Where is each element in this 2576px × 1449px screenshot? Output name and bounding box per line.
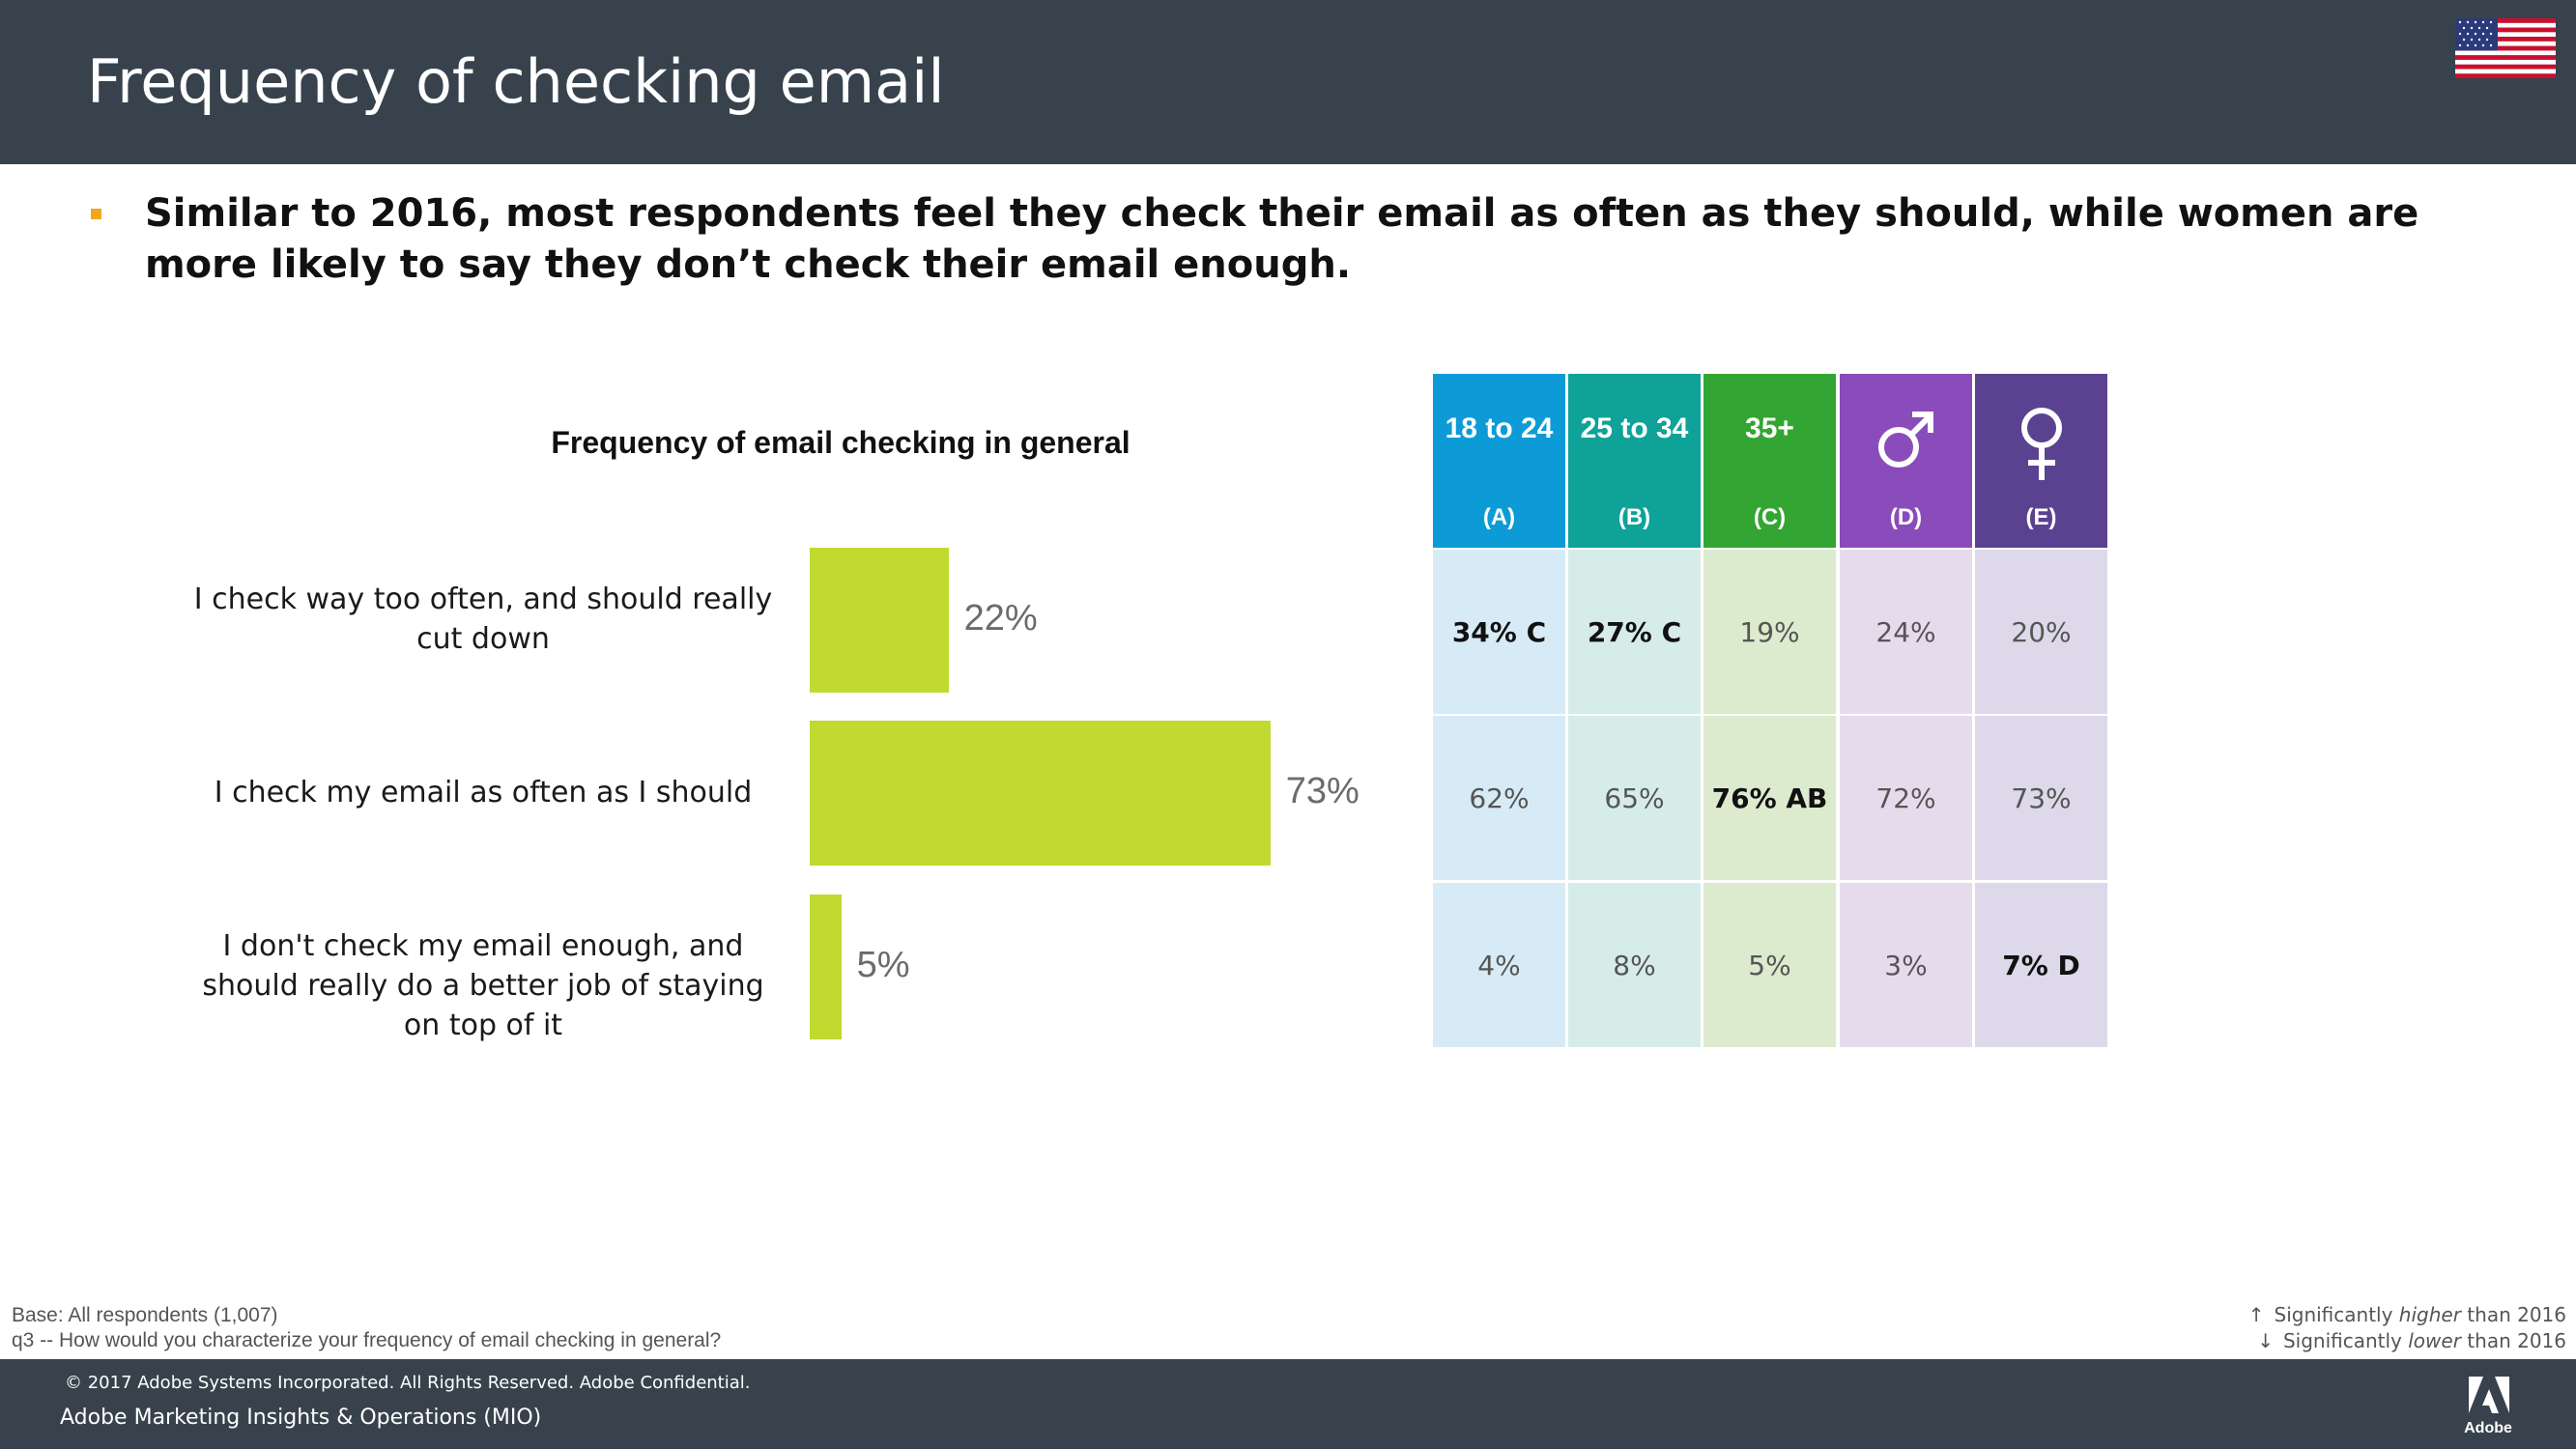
legend-emphasis: higher [2398, 1303, 2461, 1326]
up-arrow-icon: ↑ [2247, 1303, 2265, 1326]
column-header-female: (E) [1975, 374, 2107, 548]
table-cell: 3% [1840, 883, 1972, 1047]
table-cell: 20% [1975, 550, 2107, 714]
column-header-letter: (E) [2025, 504, 2057, 530]
column-header-25-34: 25 to 34 (B) [1568, 374, 1701, 548]
summary-headline: Similar to 2016, most respondents feel t… [145, 191, 2419, 287]
column-header-label: 25 to 34 [1580, 412, 1689, 444]
table-cell: 72% [1840, 716, 1972, 880]
adobe-logo-icon [2469, 1377, 2509, 1413]
category-label: I check way too often, and should really… [193, 582, 773, 656]
column-header-label: 18 to 24 [1445, 412, 1554, 444]
table-cell: 4% [1433, 883, 1565, 1047]
legend-text: Significantly [2274, 1303, 2399, 1326]
column-header-18-24: 18 to 24 (A) [1433, 374, 1565, 548]
bar-value-label: 5% [856, 945, 910, 985]
footer-bar [0, 1359, 2576, 1449]
table-cell: 34% C [1433, 550, 1565, 714]
column-header-label: 35+ [1745, 412, 1794, 444]
question-footnote: q3 -- How would you characterize your fr… [12, 1329, 722, 1351]
bar-value-label: 73% [1285, 771, 1360, 811]
legend-lower: ↓ Significantly lower than 2016 [2257, 1329, 2566, 1352]
table-cell: 5% [1703, 883, 1836, 1047]
us-flag-icon [2455, 18, 2556, 78]
column-header-35-plus: 35+ (C) [1703, 374, 1836, 548]
legend-emphasis: lower [2408, 1329, 2461, 1352]
male-symbol-icon [1878, 412, 1933, 468]
header-bar [0, 0, 2576, 164]
column-header-male: (D) [1840, 374, 1972, 548]
table-cell: 76% AB [1703, 716, 1836, 880]
table-cell: 7% D [1975, 883, 2107, 1047]
adobe-wordmark: Adobe [2464, 1420, 2512, 1436]
column-header-letter: (A) [1482, 504, 1516, 530]
table-cell: 8% [1568, 883, 1701, 1047]
table-cell: 19% [1703, 550, 1836, 714]
legend-text: Significantly [2282, 1329, 2409, 1352]
legend-text: than 2016 [2460, 1329, 2566, 1352]
bar-value-label: 22% [963, 598, 1038, 639]
table-cell: 62% [1433, 716, 1565, 880]
chart-title: Frequency of email checking in general [551, 425, 1131, 460]
table-cell: 27% C [1568, 550, 1701, 714]
legend-text: than 2016 [2460, 1303, 2566, 1326]
bullet-icon [91, 209, 101, 219]
legend-higher: ↑ Significantly higher than 2016 [2248, 1303, 2566, 1326]
column-header-letter: (C) [1753, 504, 1787, 530]
org-name: Adobe Marketing Insights & Operations (M… [60, 1406, 542, 1430]
table-cell: 24% [1840, 550, 1972, 714]
table-cell: 65% [1568, 716, 1701, 880]
table-cell: 73% [1975, 716, 2107, 880]
page-title: Frequency of checking email [87, 46, 945, 117]
category-label: I don't check my email enough, and shoul… [202, 929, 764, 1042]
category-label: I check my email as often as I should [214, 776, 753, 810]
copyright-text: © 2017 Adobe Systems Incorporated. All R… [65, 1373, 751, 1393]
down-arrow-icon: ↓ [2257, 1329, 2274, 1352]
bar [810, 721, 1271, 866]
bar [810, 895, 842, 1039]
column-header-letter: (D) [1889, 504, 1923, 530]
column-header-letter: (B) [1617, 504, 1651, 530]
base-footnote: Base: All respondents (1,007) [12, 1304, 278, 1326]
bar [810, 548, 949, 693]
female-symbol-icon [2021, 408, 2062, 480]
